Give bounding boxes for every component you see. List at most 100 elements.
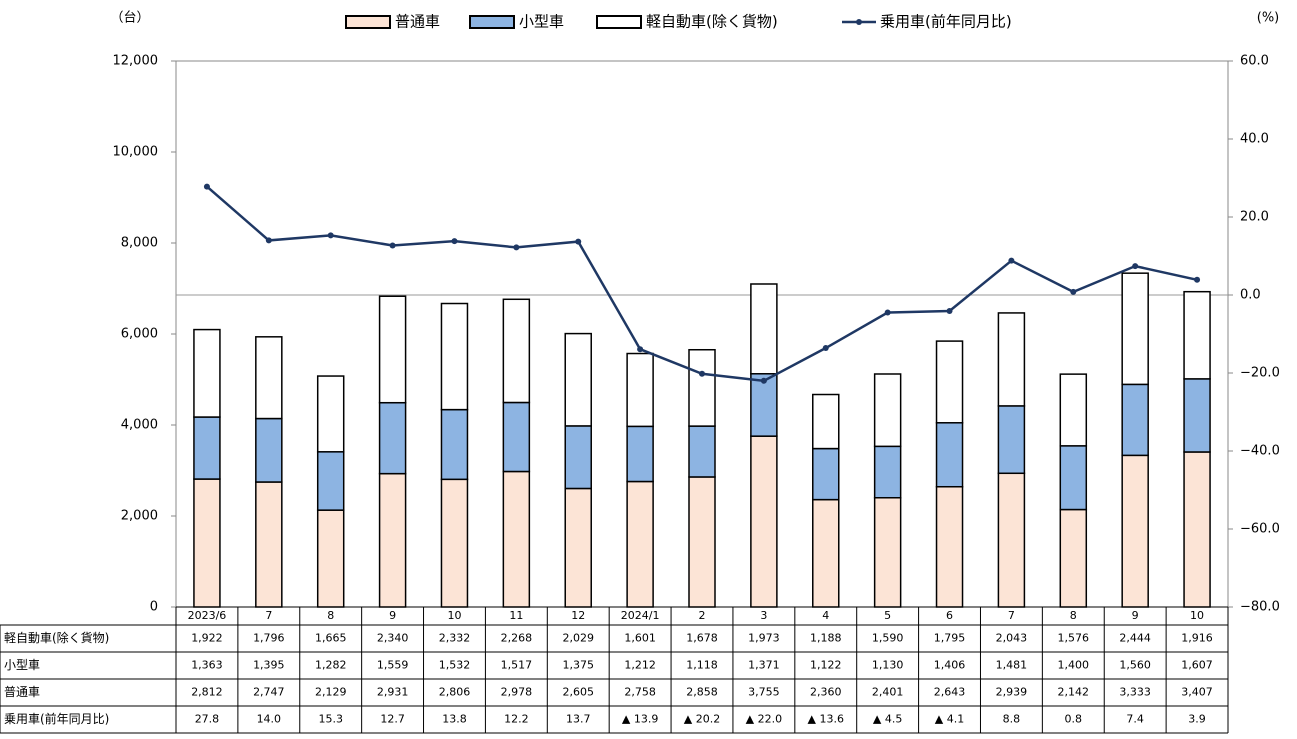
y2-tick-label: −80.0: [1240, 600, 1280, 615]
y2-tick-label: −60.0: [1240, 522, 1280, 537]
table-cell: 1,406: [934, 659, 966, 672]
table-cell: 2,340: [377, 632, 409, 645]
line-marker: [1070, 288, 1077, 295]
bar-segment: [997, 405, 1026, 475]
y-axis-unit: （台）: [110, 11, 149, 26]
table-cell: 1,130: [872, 659, 904, 672]
category-label: 10: [447, 609, 461, 622]
table-cell: 1,601: [624, 632, 656, 645]
table-cell: 1,796: [253, 632, 285, 645]
bar-segment: [873, 373, 902, 448]
y2-tick-label: 60.0: [1240, 54, 1269, 69]
table-cell: 2,360: [810, 686, 842, 699]
table-cell: 2,043: [996, 632, 1028, 645]
bar-segment: [750, 283, 778, 375]
bar-segment: [255, 481, 283, 608]
y-tick-label: 4,000: [121, 418, 158, 433]
bar-segment: [688, 425, 716, 478]
table-cell: 2,806: [439, 686, 471, 699]
line-marker: [265, 237, 272, 244]
bar-segment: [997, 312, 1026, 407]
bar-segment: [1121, 272, 1149, 386]
table-row-label: 軽自動車(除く貨物): [4, 630, 109, 645]
table-cell: 2,332: [439, 632, 471, 645]
table-cell: ▲ 4.1: [935, 713, 964, 726]
table-cell: 3,755: [748, 686, 780, 699]
legend-swatch: [345, 15, 391, 29]
table-cell: 3,333: [1119, 686, 1151, 699]
category-label: 8: [327, 609, 334, 622]
bar-segment: [1059, 508, 1088, 608]
bar-segment: [440, 408, 469, 481]
bar-segment: [1183, 290, 1211, 380]
legend-swatch: [596, 15, 642, 29]
bar-segment: [193, 478, 221, 608]
table-cell: 1,371: [748, 659, 780, 672]
table-cell: ▲ 13.6: [808, 713, 844, 726]
table-cell: 1,973: [748, 632, 780, 645]
table-cell: 3,407: [1181, 686, 1213, 699]
bar-segment: [997, 472, 1026, 608]
category-label: 9: [1132, 609, 1139, 622]
y-tick-label: 6,000: [121, 327, 158, 342]
table-cell: 2,643: [934, 686, 966, 699]
legend-label: 小型車: [519, 13, 564, 31]
category-label: 5: [884, 609, 891, 622]
line-marker: [1008, 257, 1015, 264]
table-cell: 1,188: [810, 632, 842, 645]
y2-tick-label: 20.0: [1240, 210, 1269, 225]
bar-segment: [812, 498, 840, 608]
line-marker: [389, 242, 396, 249]
table-cell: 1,282: [315, 659, 347, 672]
legend-marker: [856, 19, 862, 25]
category-label: 11: [509, 609, 523, 622]
bar-segment: [378, 295, 407, 404]
table-cell: 14.0: [257, 713, 282, 726]
bar-segment: [873, 445, 902, 499]
category-label: 9: [389, 609, 396, 622]
line-marker: [327, 232, 334, 239]
bar-segment: [750, 435, 778, 608]
line-marker: [1194, 276, 1201, 283]
line-marker: [1132, 263, 1139, 270]
line-marker: [699, 370, 705, 377]
bar-segment: [193, 416, 221, 480]
table-row-label: 乗用車(前年同月比): [4, 711, 109, 726]
table-cell: 1,375: [562, 659, 594, 672]
bar-segment: [626, 480, 654, 608]
table-cell: 27.8: [195, 713, 220, 726]
bar-segment: [440, 302, 469, 411]
table-cell: 1,916: [1181, 632, 1213, 645]
table-cell: 2,858: [686, 686, 718, 699]
bar-segment: [812, 447, 840, 501]
bar-segment: [564, 487, 592, 608]
table-cell: 1,665: [315, 632, 347, 645]
bar-segment: [502, 401, 531, 473]
legend-swatch: [469, 15, 515, 29]
bar-segment: [502, 298, 531, 404]
bar-segment: [935, 485, 964, 608]
table-cell: 12.2: [504, 713, 529, 726]
table-cell: ▲ 13.9: [622, 713, 658, 726]
line-marker: [575, 238, 582, 245]
table-cell: 2,401: [872, 686, 904, 699]
category-label: 3: [760, 609, 767, 622]
bar-segment: [626, 425, 654, 483]
table-cell: 3.9: [1188, 713, 1206, 726]
bar-segment: [812, 393, 840, 450]
bar-segment: [873, 497, 902, 608]
table-cell: 2,605: [562, 686, 594, 699]
table-cell: 1,922: [191, 632, 223, 645]
bar-segment: [564, 425, 592, 490]
bar-segment: [193, 328, 221, 418]
table-cell: 1,560: [1119, 659, 1151, 672]
legend-label: 乗用車(前年同月比): [880, 13, 1012, 31]
category-label: 4: [822, 609, 829, 622]
category-label: 7: [1008, 609, 1015, 622]
category-label: 7: [265, 609, 272, 622]
table-cell: 2,129: [315, 686, 347, 699]
table-cell: 2,978: [501, 686, 533, 699]
table-cell: 2,812: [191, 686, 223, 699]
bar-segment: [255, 417, 283, 483]
